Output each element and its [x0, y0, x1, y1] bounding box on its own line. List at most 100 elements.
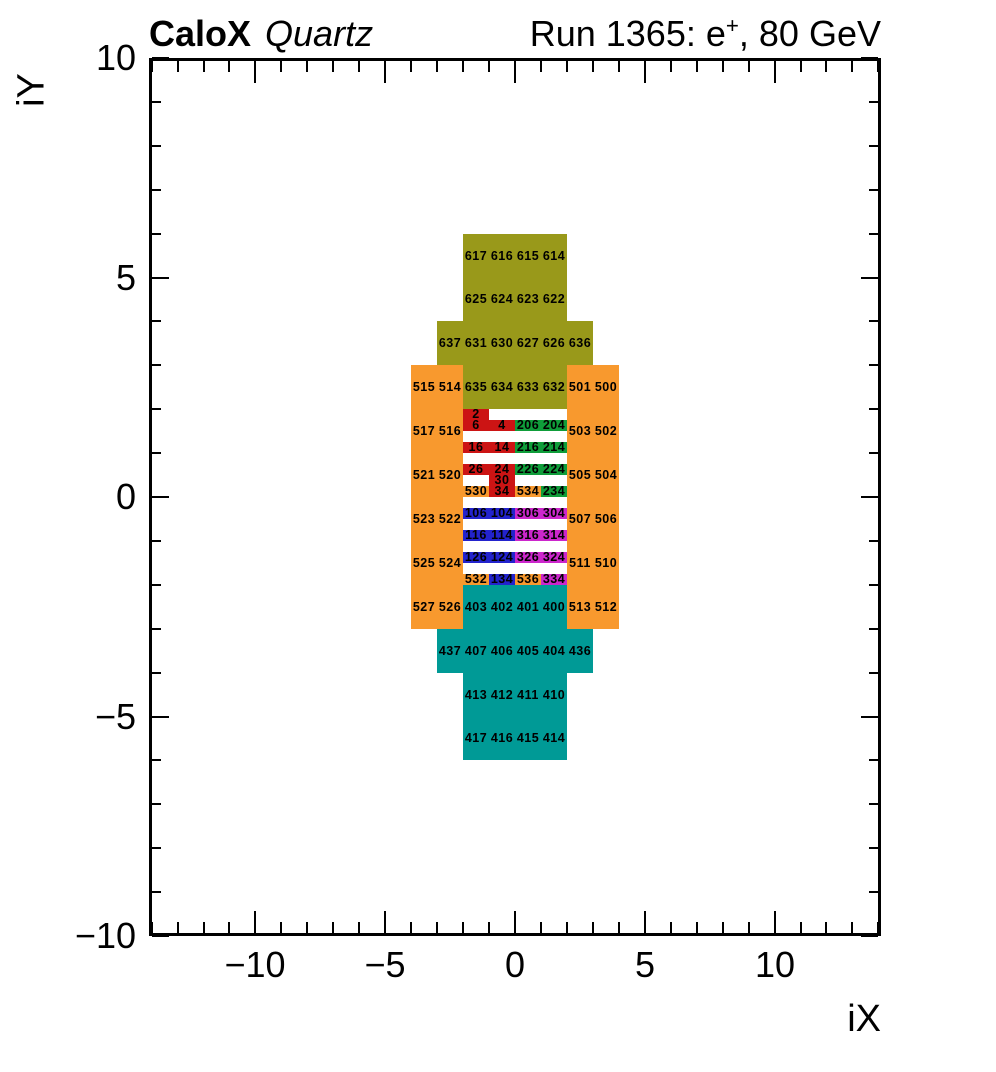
y-tick-label: −5 [94, 696, 136, 737]
x-minor-tick [280, 922, 282, 933]
cell-label: 114 [491, 528, 513, 543]
cell-label: 623 [516, 292, 540, 307]
y-major-tick [152, 716, 169, 718]
y-minor-tick [152, 803, 161, 805]
cell-label: 637 [438, 335, 462, 350]
x-minor-tick [851, 61, 853, 72]
cell-label: 204 [542, 418, 566, 433]
y-minor-tick [869, 803, 878, 805]
cell-411: 411 [515, 673, 541, 717]
y-tick-label: 10 [95, 37, 136, 78]
x-major-tick [384, 61, 386, 83]
cell-label: 521 [412, 467, 436, 482]
x-major-tick [774, 911, 776, 933]
y-minor-tick [869, 452, 878, 454]
x-minor-tick [670, 61, 672, 72]
x-minor-tick [540, 922, 542, 933]
y-minor-tick [152, 628, 161, 630]
cell-label: 520 [438, 467, 462, 482]
x-minor-tick [280, 61, 282, 72]
x-tick-label: −10 [224, 944, 286, 985]
cell-224: 224 [541, 463, 567, 475]
cell-label: 630 [490, 335, 514, 350]
cell-label: 407 [464, 643, 488, 658]
cell-636: 636 [567, 321, 593, 365]
cell-label: 622 [542, 292, 566, 307]
y-minor-tick [152, 847, 161, 849]
cell-label: 316 [516, 528, 540, 543]
cell-label: 517 [412, 423, 436, 438]
cell-513: 513 [567, 585, 593, 629]
x-minor-tick [877, 922, 879, 933]
y-minor-tick [152, 540, 161, 542]
cell-631: 631 [463, 321, 489, 365]
y-minor-tick [152, 101, 161, 103]
cell-624: 624 [489, 278, 515, 321]
cell-label: 415 [516, 731, 540, 746]
y-minor-tick [152, 584, 161, 586]
cell-626: 626 [541, 321, 567, 365]
y-minor-tick [869, 672, 878, 674]
x-minor-tick [151, 61, 153, 72]
cell-414: 414 [541, 717, 567, 760]
cell-406: 406 [489, 629, 515, 673]
cell-label: 404 [542, 643, 566, 658]
cell-635: 635 [463, 365, 489, 409]
cell-507: 507 [567, 497, 593, 541]
plot-title: CaloX Quartz [149, 14, 373, 54]
cell-104: 104 [489, 507, 515, 519]
cell-label: 410 [542, 687, 566, 702]
cell-114: 114 [489, 528, 515, 543]
cell-437: 437 [437, 629, 463, 673]
cell-204: 204 [541, 418, 567, 433]
cell-616: 616 [489, 234, 515, 278]
cell-label: 507 [568, 511, 592, 526]
cell-124: 124 [489, 550, 515, 565]
y-minor-tick [869, 540, 878, 542]
y-minor-tick [869, 584, 878, 586]
cell-label: 615 [516, 248, 540, 263]
cell-404: 404 [541, 629, 567, 673]
x-minor-tick [540, 61, 542, 72]
plot-frame [149, 58, 881, 936]
cell-label: 514 [438, 379, 462, 394]
y-tick-label: 5 [115, 257, 136, 298]
cell-label: 414 [542, 731, 566, 746]
cell-615: 615 [515, 234, 541, 278]
y-minor-tick [152, 364, 161, 366]
x-minor-tick [462, 61, 464, 72]
cell-530: 530 [463, 485, 489, 497]
cell-label: 500 [594, 379, 618, 394]
cell-label: 314 [542, 528, 566, 543]
cell-label: 511 [569, 555, 591, 570]
cell-label: 505 [568, 467, 592, 482]
cell-label: 536 [516, 572, 540, 587]
x-minor-tick [177, 61, 179, 72]
cell-label: 234 [542, 484, 566, 499]
x-minor-tick [592, 922, 594, 933]
cell-label: 402 [490, 599, 514, 614]
cell-314: 314 [541, 528, 567, 543]
x-minor-tick [203, 922, 205, 933]
y-minor-tick [869, 320, 878, 322]
cell-label: 26 [468, 462, 484, 477]
x-minor-tick [618, 61, 620, 72]
cell-label: 34 [494, 484, 510, 499]
cell-label: 124 [490, 550, 514, 565]
x-minor-tick [228, 61, 230, 72]
x-major-tick [254, 61, 256, 83]
y-major-tick [152, 277, 169, 279]
y-tick-label: 0 [115, 476, 136, 517]
x-major-tick [774, 61, 776, 83]
cell-633: 633 [515, 365, 541, 409]
cell-511: 511 [567, 541, 593, 585]
cell-622: 622 [541, 278, 567, 321]
cell-510: 510 [593, 541, 619, 585]
y-tick-label: −10 [74, 915, 136, 956]
cell-525: 525 [411, 541, 437, 585]
y-minor-tick [869, 189, 878, 191]
cell-label: 527 [412, 599, 436, 614]
cell-label: 405 [516, 643, 540, 658]
cell-label: 513 [568, 599, 592, 614]
